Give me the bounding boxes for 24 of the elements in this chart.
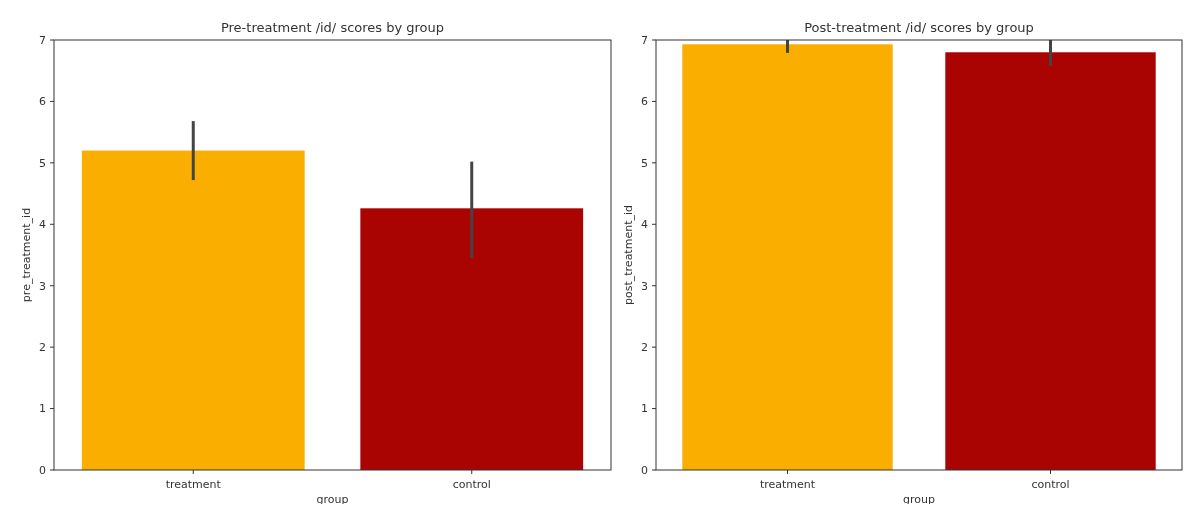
y-tick-label: 6 (39, 95, 46, 109)
y-tick-label: 1 (641, 402, 648, 416)
y-tick-label: 2 (39, 340, 46, 354)
y-axis-title: pre_treatment_id (20, 207, 33, 303)
x-tick-label: control (452, 478, 491, 491)
y-tick-label: 0 (39, 463, 46, 477)
y-tick-label: 5 (39, 156, 46, 170)
y-tick-label: 6 (641, 95, 648, 109)
y-tick-label: 4 (641, 218, 648, 232)
y-tick-label: 4 (39, 218, 46, 232)
y-tick-label: 5 (641, 156, 648, 170)
chart-title: Post-treatment /id/ scores by group (804, 20, 1034, 35)
x-tick-label: treatment (759, 478, 816, 491)
chart-title: Pre-treatment /id/ scores by group (220, 20, 445, 35)
y-tick-label: 7 (641, 33, 648, 47)
y-tick-label: 2 (641, 340, 648, 354)
y-axis-title: post_treatment_id (622, 205, 635, 305)
x-tick-label: treatment (165, 478, 222, 491)
y-tick-label: 3 (39, 279, 46, 293)
y-tick-label: 7 (39, 33, 46, 47)
y-tick-label: 1 (39, 402, 46, 416)
x-tick-label: control (1031, 478, 1070, 491)
y-tick-label: 3 (641, 279, 648, 293)
y-tick-label: 0 (641, 463, 648, 477)
